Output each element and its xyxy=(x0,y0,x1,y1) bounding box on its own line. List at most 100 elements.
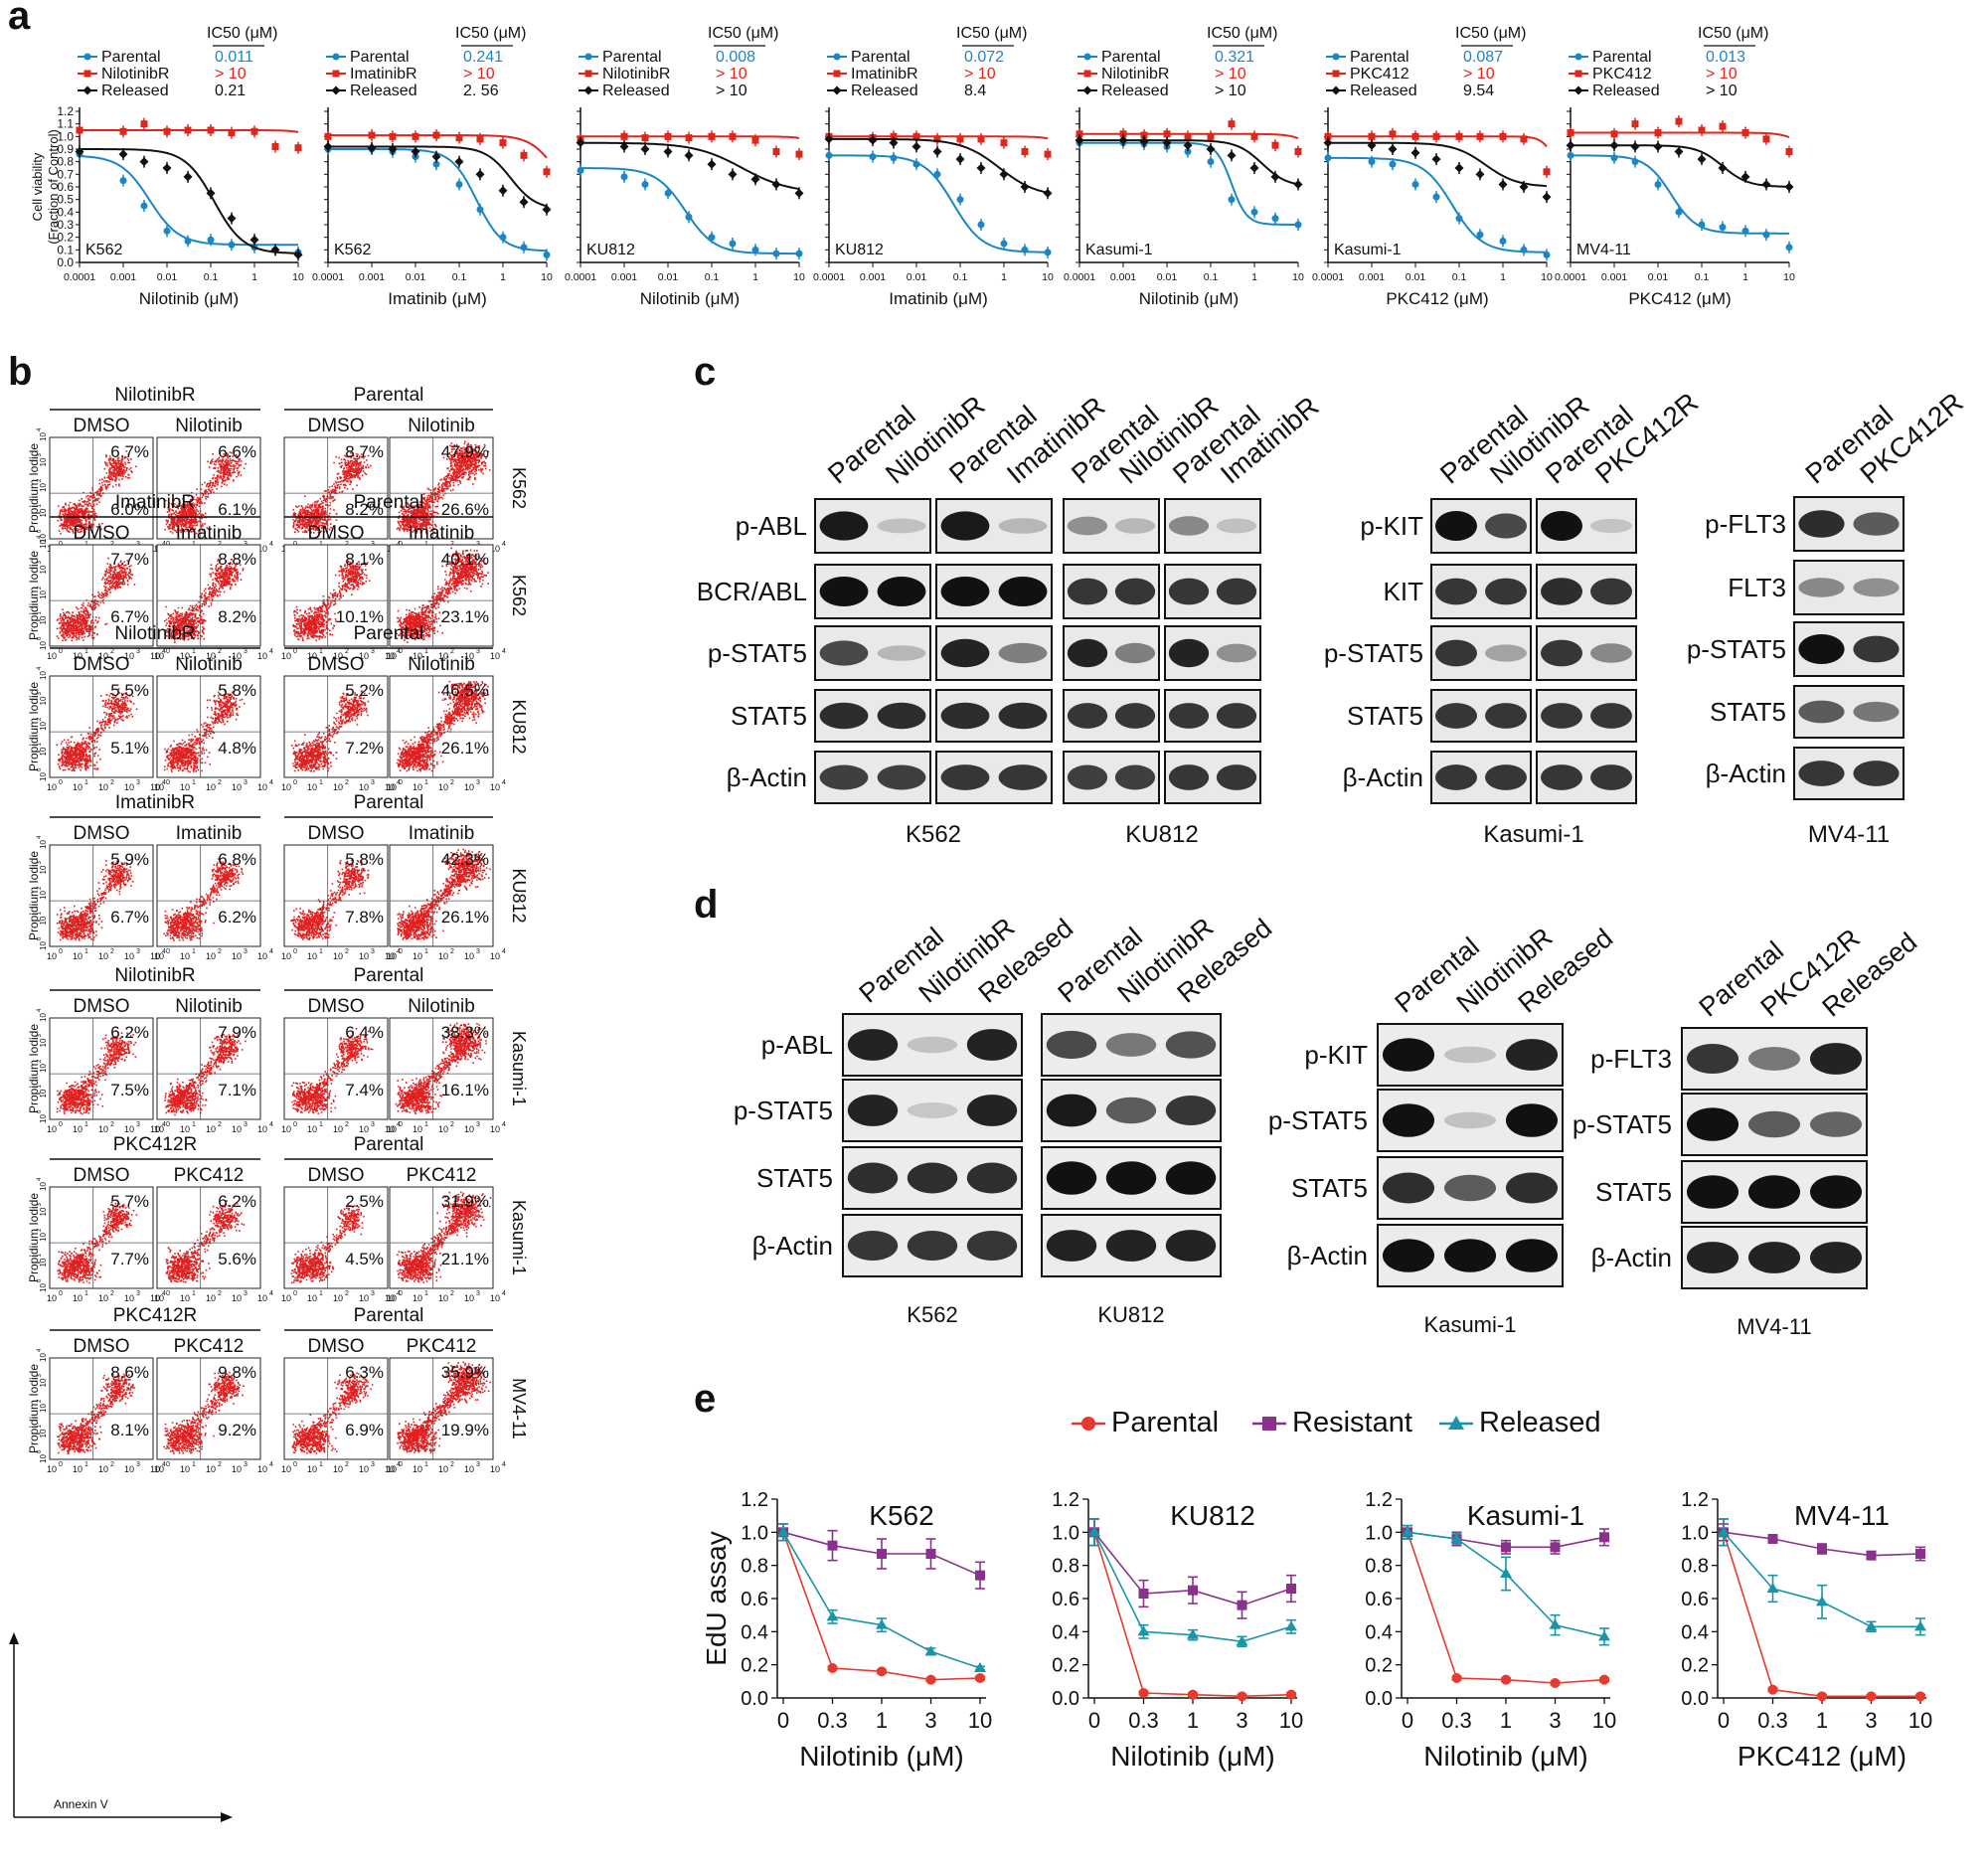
band xyxy=(1067,764,1108,790)
parental-point xyxy=(729,240,737,248)
dose-response-plot-7: 0.0001 0.001 0.01 0.1 1 10 PKC412 (μM) MV4-11 Pa… xyxy=(1555,25,1795,308)
y-tick-group: 101 xyxy=(37,611,48,625)
x-tick-exponent: 4 xyxy=(162,1461,166,1468)
x-tick-exponent: 0 xyxy=(293,648,297,655)
x-tick-label: 10 xyxy=(206,651,216,661)
ic50-value: 0.21 xyxy=(215,83,246,99)
flow-dots xyxy=(397,1191,492,1283)
y-tick-label: 10 xyxy=(39,865,48,874)
resistant-point xyxy=(1501,1542,1511,1553)
band xyxy=(1382,1038,1435,1072)
flow-plot: 6.2%5.6%10 0 10 1 10 2 10 3 10 4 xyxy=(154,1186,273,1303)
x-tick-label: 10 xyxy=(150,951,160,961)
x-tick-label: 10 xyxy=(413,1464,422,1474)
lower-right-percent: 26.6% xyxy=(441,500,489,519)
x-tick-label: 10 xyxy=(387,1464,397,1474)
condition-label: DMSO xyxy=(74,1336,130,1357)
parental-point xyxy=(1719,224,1727,232)
resistant-point xyxy=(1163,130,1171,138)
x-tick-label: 10 xyxy=(438,951,448,961)
band xyxy=(1853,701,1900,723)
x-tick-label: 10 xyxy=(232,782,242,792)
x-tick-exponent: 0 xyxy=(166,1121,170,1128)
x-tick-label: 10 xyxy=(206,782,216,792)
cell-line-label: K562 xyxy=(85,242,122,258)
released-point xyxy=(1718,163,1728,173)
released-point xyxy=(1270,172,1280,182)
released-point xyxy=(976,163,986,173)
released-point xyxy=(1236,1635,1248,1646)
parental-point xyxy=(1184,148,1192,156)
condition-label: Imatinib xyxy=(176,523,243,544)
x-tick-exponent: 3 xyxy=(476,779,480,786)
y-tick-label: 10 xyxy=(39,1182,48,1191)
band xyxy=(1216,578,1257,605)
parental-point xyxy=(1866,1691,1877,1702)
y-tick-label: 0.8 xyxy=(57,155,74,169)
x-tick-label: 10 xyxy=(385,651,395,661)
x-tick-exponent: 0 xyxy=(399,1461,403,1468)
released-fit-curve xyxy=(1079,139,1299,186)
legend-label: Parental xyxy=(602,49,662,66)
x-tick-label: 10 xyxy=(387,1124,397,1134)
x-tick-exponent: 3 xyxy=(371,648,375,655)
band xyxy=(1747,1242,1801,1273)
x-tick-label: 0 xyxy=(1718,1708,1730,1733)
released-point xyxy=(1227,150,1237,160)
legend-marker xyxy=(83,85,92,95)
x-tick-exponent: 2 xyxy=(345,779,349,786)
protein-label: β-Actin xyxy=(1343,762,1423,792)
cell-line-label: KU812 xyxy=(586,242,635,258)
x-tick-label: 10 xyxy=(47,782,57,792)
condition-label: DMSO xyxy=(308,416,365,436)
band xyxy=(1168,578,1210,605)
released-point xyxy=(1402,1526,1413,1537)
ic50-value: 0.008 xyxy=(716,49,755,66)
band xyxy=(1590,703,1632,729)
blot-group-kasumi-1: ParentalNilotinibRParentalPKC412Rp-KITKI… xyxy=(1324,387,1704,848)
group-title: Parental xyxy=(354,965,424,986)
upper-right-percent: 46.5% xyxy=(441,681,489,700)
band xyxy=(1168,703,1210,729)
parental-point xyxy=(1432,193,1440,201)
protein-label: p-STAT5 xyxy=(1268,1105,1368,1135)
x-tick-label: 0.01 xyxy=(157,271,178,283)
resistant-point xyxy=(751,136,759,144)
lower-right-percent: 6.7% xyxy=(110,908,149,927)
x-tick-exponent: 1 xyxy=(424,648,428,655)
group-title: Parental xyxy=(354,385,424,406)
released-point xyxy=(1761,179,1771,189)
ic50-title: IC50 (μM) xyxy=(1207,25,1277,42)
x-tick-exponent: 1 xyxy=(424,779,428,786)
x-tick-exponent: 2 xyxy=(218,1290,222,1297)
y-tick-label: 10 xyxy=(39,565,48,574)
legend-label: Released xyxy=(1350,83,1417,99)
y-tick-exponent: 1 xyxy=(37,1425,43,1429)
ic50-value: > 10 xyxy=(964,66,996,83)
y-tick-group: 102 xyxy=(37,1399,48,1413)
y-tick-label: 0.6 xyxy=(1365,1589,1393,1610)
upper-right-percent: 40.1% xyxy=(441,550,489,569)
parental-point xyxy=(1501,1674,1511,1685)
resistant-point xyxy=(1021,148,1029,156)
x-tick-exponent: 0 xyxy=(166,648,170,655)
band xyxy=(819,702,869,730)
x-tick-label: 10 xyxy=(150,1464,160,1474)
band xyxy=(1541,764,1582,790)
x-tick-exponent: 3 xyxy=(136,1121,140,1128)
y-tick-label: 1.2 xyxy=(741,1489,768,1511)
released-point xyxy=(1816,1596,1828,1606)
x-tick-exponent: 2 xyxy=(450,948,454,955)
x-tick-label: 10 xyxy=(490,951,500,961)
x-tick-label: 10 xyxy=(438,1464,448,1474)
resistant-point xyxy=(1119,130,1127,138)
resistant-point xyxy=(1599,1532,1609,1543)
released-point xyxy=(519,197,529,207)
band xyxy=(1485,513,1527,539)
band xyxy=(1686,1242,1740,1273)
y-tick-label: 0.2 xyxy=(57,231,74,245)
ic50-value: > 10 xyxy=(215,66,247,83)
legend-marker xyxy=(1574,85,1583,95)
